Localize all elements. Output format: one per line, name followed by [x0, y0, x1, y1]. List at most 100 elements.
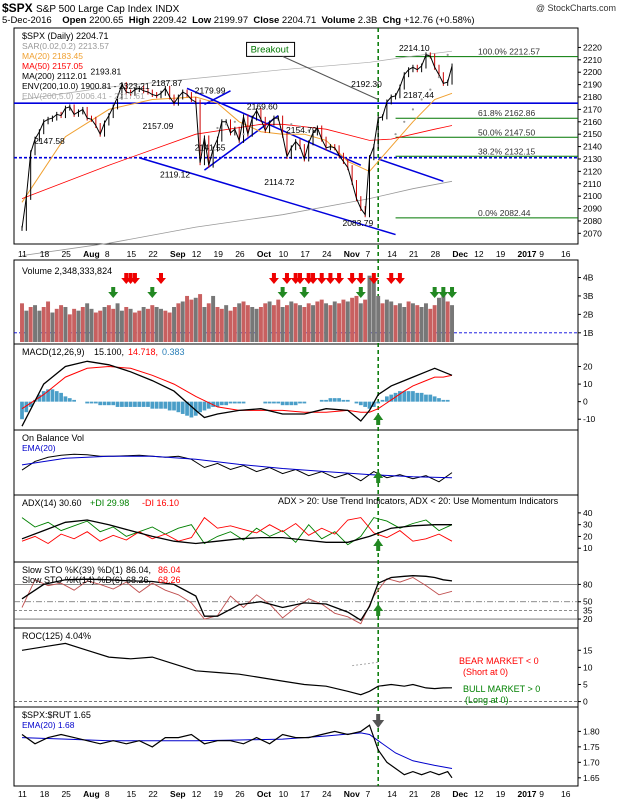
volume-bar [20, 303, 24, 342]
volume-bar [428, 308, 433, 342]
volume-ytick-label: 3B [583, 291, 594, 301]
volume-bar [267, 301, 272, 342]
volume-bar [180, 301, 185, 342]
adx-ytick-label: 10 [583, 543, 593, 553]
x-axis-label-bottom: Nov [344, 789, 360, 799]
roc-ytick-label: 0 [583, 697, 588, 707]
macd-hist-bar [141, 401, 146, 407]
ticker: $SPX [2, 1, 33, 15]
volume-bar [363, 299, 368, 342]
x-axis-label: 14 [387, 249, 397, 259]
volume-bar [145, 308, 150, 342]
macd-hist-bar [150, 401, 155, 409]
sto-value: 86.04, [126, 565, 151, 575]
macd-hist-bar [237, 401, 242, 404]
price-annotation: 2154.79 [286, 125, 317, 135]
breakout-callout-box [246, 41, 296, 57]
volume-bar [154, 307, 159, 342]
roc-projection [352, 661, 379, 667]
price-legend-title: $SPX (Daily) 2204.71 [22, 31, 109, 41]
x-axis-label: 11 [18, 249, 27, 259]
volume-bar [106, 305, 111, 342]
breakout-callout-pointer [282, 55, 379, 100]
bear-market-sub: (Short at 0) [463, 667, 508, 677]
ratio-ytick-label: 1.75 [583, 742, 600, 752]
price-annotation: 2147.58 [34, 136, 65, 146]
macd-hist-bar [28, 401, 33, 407]
sar-dot [225, 123, 228, 126]
volume-bar [115, 303, 120, 342]
macd-hist-bar [358, 401, 363, 406]
adx-ytick-label: 20 [583, 531, 593, 541]
macd-hist-bar [445, 399, 450, 402]
x-axis-label-bottom: 7 [366, 789, 371, 799]
open-value: 2200.65 [89, 15, 124, 26]
macd-hist-bar [120, 401, 124, 407]
volume-arrow-green [447, 287, 458, 298]
volume-bar [102, 307, 107, 342]
macd-hist-bar [128, 401, 133, 407]
x-axis-label-bottom: 19 [213, 789, 223, 799]
macd-hist-bar [185, 401, 189, 416]
x-axis-label: Dec [452, 249, 468, 259]
x-axis-label: 21 [409, 249, 419, 259]
macd-hist-bar [341, 399, 346, 402]
volume-bar [46, 301, 51, 342]
macd-hist-bar [302, 401, 307, 404]
volume-bar [332, 301, 337, 342]
adx-ytick-label: 40 [583, 508, 593, 518]
x-axis-label: 15 [127, 249, 137, 259]
price-ytick-label: 2080 [583, 216, 602, 226]
ma200-line [21, 180, 453, 256]
exchange: INDX [155, 4, 180, 15]
sto2-value: 68.26, [126, 575, 151, 585]
macd-hist-bar [215, 401, 220, 407]
macd-hist-bar [371, 401, 376, 407]
volume-bar [67, 314, 72, 342]
price-ytick-label: 2170 [583, 104, 602, 114]
volume-bar [354, 295, 359, 342]
price-ytick-label: 2120 [583, 166, 602, 176]
volume-arrow-red [355, 273, 366, 284]
macd-hist-bar [376, 401, 381, 404]
volume-arrow-red [394, 273, 405, 284]
ratio-ytick-label: 1.70 [583, 757, 600, 767]
trendline [139, 157, 396, 236]
macd-hist-bar [432, 396, 437, 402]
chg-label: Chg [382, 15, 402, 26]
x-axis-label: 17 [300, 249, 310, 259]
volume-ytick-label: 1B [583, 328, 594, 338]
macd-hist-bar [363, 401, 368, 407]
macd-hist-bar [402, 391, 407, 402]
volume-bar [176, 303, 181, 342]
price-legend-item: MA(200) 2112.01 [22, 71, 87, 81]
sar-dot [446, 53, 449, 56]
price-ytick-label: 2130 [583, 154, 602, 164]
volume-bar [293, 303, 298, 342]
open-label: Open [62, 15, 87, 26]
macd-hist-bar [328, 398, 333, 402]
volume-bar [306, 303, 311, 342]
close-label: Close [253, 15, 280, 26]
ratio-title: $SPX:$RUT 1.65 [22, 710, 91, 720]
volume-bar [445, 301, 450, 342]
ratio-line [21, 724, 453, 779]
macd-hist-bar [289, 401, 294, 406]
sto-title2: Slow STO %K(14) %D(6) [22, 575, 123, 585]
macd-hist-bar [154, 401, 159, 409]
macd-hist-bar [324, 399, 328, 402]
volume-bar [219, 308, 224, 342]
volume-bar [59, 305, 64, 342]
macd-signal-value: 14.718, [128, 347, 158, 357]
macd-hist-bar [46, 389, 50, 402]
volume-bar [80, 307, 85, 342]
macd-hist-bar [272, 401, 276, 404]
volume-bar [415, 305, 420, 342]
volume-bar [341, 299, 346, 342]
macd-hist-bar [276, 401, 281, 404]
macd-hist-bar [146, 401, 150, 407]
volume-bar [119, 310, 124, 342]
roc-title: ROC(125) 4.04% [22, 631, 91, 641]
x-axis-label-bottom: 18 [40, 789, 50, 799]
macd-title: MACD(12,26,9) [22, 347, 85, 357]
